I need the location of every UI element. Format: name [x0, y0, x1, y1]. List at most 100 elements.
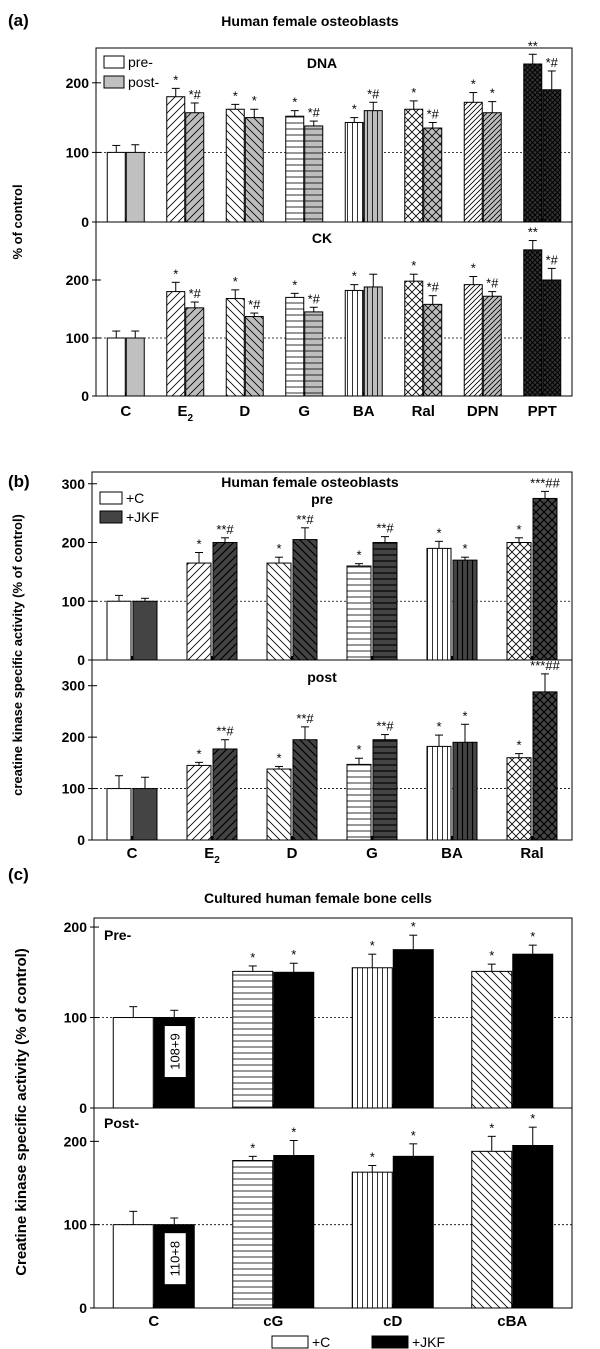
- legend-swatch: [371, 1335, 409, 1349]
- x-tick-label: G: [366, 845, 378, 862]
- plot-frame: [93, 1107, 573, 1309]
- bar-b: [185, 307, 205, 397]
- bar-a: [186, 562, 212, 661]
- bar-a: [506, 757, 532, 841]
- significance-marker: *: [356, 742, 361, 757]
- legend-label: pre-: [128, 54, 153, 70]
- value-box-label: 108+9: [167, 1033, 182, 1070]
- significance-marker: *#: [427, 280, 440, 295]
- significance-marker: *: [233, 274, 238, 289]
- subplot-title: pre: [311, 491, 333, 507]
- bar-b: [363, 286, 383, 397]
- bar-a: [523, 63, 543, 223]
- significance-marker: *: [530, 929, 535, 944]
- y-tick-label: 100: [66, 330, 90, 346]
- bar-b: [542, 279, 562, 397]
- bar-a: [106, 788, 132, 841]
- bar-b: [244, 316, 264, 397]
- panel-label: (a): [8, 11, 29, 30]
- x-tick-label: G: [298, 403, 310, 420]
- significance-marker: *#: [367, 86, 380, 101]
- value-box-frame: [163, 1232, 187, 1286]
- significance-marker: *#: [546, 55, 559, 70]
- y-tick-label: 200: [62, 729, 86, 745]
- significance-marker: *: [276, 541, 281, 556]
- significance-marker: *: [352, 269, 357, 284]
- y-axis-label: % of control: [10, 184, 25, 259]
- y-tick-label: 0: [81, 388, 89, 404]
- bar-a: [285, 296, 305, 397]
- bar-b: [212, 748, 238, 841]
- x-tick-label: DPN: [467, 403, 499, 420]
- x-tick-label: E2: [204, 845, 220, 866]
- bar-a: [506, 542, 532, 661]
- bar-b: [304, 311, 324, 397]
- bar-a: [463, 101, 483, 223]
- bar-b: [392, 949, 434, 1109]
- significance-marker: **#: [376, 521, 394, 536]
- subplot-title: Pre-: [104, 927, 132, 943]
- y-tick-label: 200: [64, 919, 88, 935]
- subplot-title: post: [307, 669, 337, 685]
- legend-swatch: [103, 75, 125, 89]
- significance-marker: *: [462, 541, 467, 556]
- bar-a: [106, 151, 126, 223]
- bar-a: [166, 96, 186, 223]
- significance-marker: *: [516, 522, 521, 537]
- significance-marker: *#: [427, 106, 440, 121]
- bar-a: [344, 121, 364, 223]
- bar-a: [346, 763, 372, 841]
- bar-a: [266, 562, 292, 661]
- y-axis-label: Creatine kinase specific activity (% of …: [13, 948, 30, 1276]
- significance-marker: *: [250, 1140, 255, 1155]
- bar-a: [285, 115, 305, 223]
- significance-marker: *: [489, 948, 494, 963]
- bar-b: [363, 110, 383, 223]
- bar-a: [232, 1160, 274, 1309]
- y-tick-label: 100: [64, 1010, 88, 1026]
- x-tick-label: BA: [353, 403, 375, 420]
- y-tick-label: 200: [62, 535, 86, 551]
- bar-a: [523, 249, 543, 397]
- bar-a: [426, 547, 452, 661]
- legend-label: +C: [312, 1334, 330, 1349]
- bar-a: [344, 289, 364, 397]
- x-tick-label: cD: [383, 1313, 402, 1330]
- plot-frame: [95, 221, 573, 397]
- y-tick-label: 0: [81, 214, 89, 230]
- bar-a: [112, 1224, 154, 1309]
- bar-b: [482, 112, 502, 223]
- significance-marker: *: [411, 85, 416, 100]
- significance-marker: *: [471, 77, 476, 92]
- significance-marker: *: [356, 548, 361, 563]
- y-tick-label: 0: [77, 652, 85, 668]
- bar-a: [186, 764, 212, 841]
- x-tick-label: cBA: [497, 1313, 527, 1330]
- chart-title: Human female osteoblasts: [221, 13, 399, 29]
- significance-marker: *#: [189, 87, 202, 102]
- significance-marker: *: [436, 719, 441, 734]
- significance-marker: *: [292, 277, 297, 292]
- bar-a: [351, 1171, 393, 1309]
- significance-marker: *: [250, 950, 255, 965]
- y-tick-label: 100: [66, 144, 90, 160]
- significance-marker: *#: [189, 286, 202, 301]
- significance-marker: *: [292, 95, 297, 110]
- bar-b: [292, 539, 318, 661]
- bar-b: [292, 739, 318, 841]
- significance-marker: **#: [376, 719, 394, 734]
- subplot-title: DNA: [307, 55, 337, 71]
- significance-marker: **: [528, 225, 538, 240]
- bar-a: [463, 284, 483, 397]
- significance-marker: *: [370, 1150, 375, 1165]
- bar-b: [452, 559, 478, 661]
- significance-marker: *: [196, 746, 201, 761]
- bar-a: [404, 280, 424, 397]
- bar-b: [125, 337, 145, 397]
- legend-swatch: [103, 55, 125, 69]
- bar-a: [471, 970, 513, 1109]
- significance-marker: ***##: [530, 475, 560, 490]
- y-tick-label: 0: [77, 832, 85, 848]
- bar-b: [423, 127, 443, 223]
